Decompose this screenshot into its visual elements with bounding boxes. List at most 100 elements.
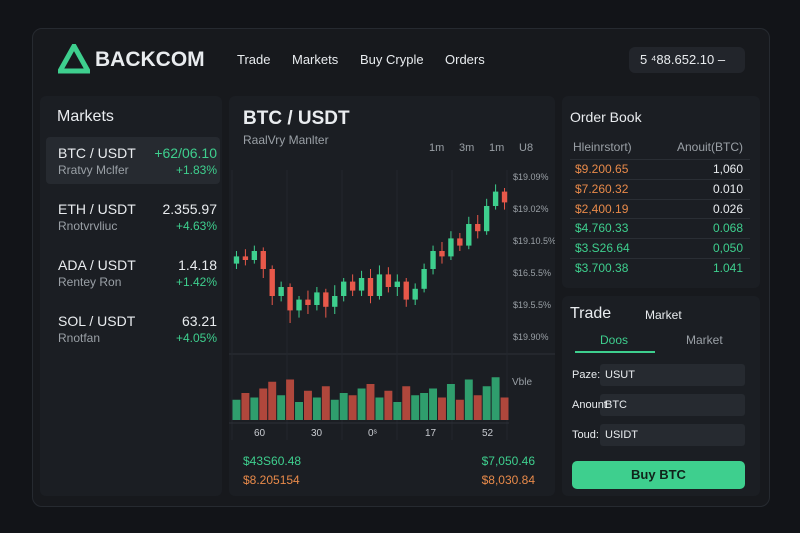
markets-title: Markets: [57, 108, 114, 125]
buy-button[interactable]: Buy BTC: [572, 461, 745, 489]
volume-bar: [339, 393, 348, 420]
candle-body: [349, 281, 356, 291]
candle-body: [466, 224, 472, 246]
timeframe: 1m: [429, 142, 444, 154]
timeframe: 1m: [489, 142, 504, 154]
candle-body: [287, 287, 293, 311]
ob-row-line: [570, 178, 750, 180]
volume-bar: [348, 395, 357, 420]
candle-body: [492, 191, 499, 206]
chart-footer: $43S60.48: [243, 454, 302, 468]
candle-chart: 1m 3m 1m U8 $19.09% $19.02% $19.10.5% $16.5.5% $…: [229, 142, 555, 440]
volume-bar: [420, 393, 429, 420]
field-value: USUT: [605, 369, 635, 381]
ob-amount: 0,050: [712, 241, 743, 256]
candle-body: [385, 274, 392, 287]
input-field[interactable]: [600, 364, 745, 386]
price: 1.4.18: [178, 257, 217, 273]
nav-item[interactable]: Markets: [292, 52, 339, 67]
ob-amount: 0.010: [712, 181, 743, 196]
volume-bar: [241, 393, 250, 420]
pair[interactable]: ADA / USDT: [58, 257, 136, 273]
trade-tab[interactable]: Market: [686, 333, 723, 347]
ob-header: Hleinrstort): [573, 140, 632, 154]
volume-label: Vble: [512, 377, 532, 388]
price-label: $19.90%: [513, 332, 549, 342]
price-label: $19.5.5%: [513, 300, 551, 310]
volume-bar: [259, 388, 268, 420]
change: +4.63%: [175, 219, 217, 233]
ob-amount: 0.026: [712, 201, 743, 216]
order-book-title: Order Book: [570, 109, 642, 125]
pair[interactable]: ETH / USDT: [58, 201, 136, 217]
chart-footer: $8,030.84: [481, 473, 535, 487]
ob-amount: 1,060: [712, 162, 743, 176]
candle-body: [260, 251, 266, 269]
volume-bar: [411, 395, 420, 420]
selected-row[interactable]: [46, 137, 220, 184]
order-book-panel: [562, 96, 760, 288]
timeframe: 3m: [459, 142, 474, 154]
volume-bar: [375, 397, 384, 420]
candle-body: [251, 251, 258, 260]
candle-body: [332, 296, 338, 307]
pair-sub: Rratvy Mclfer: [58, 163, 129, 177]
volume-bar: [446, 384, 455, 420]
candle-body: [269, 269, 275, 296]
nav-item[interactable]: Trade: [237, 52, 271, 67]
volume-bar: [286, 379, 295, 420]
ob-row-line: [570, 198, 750, 200]
nav-item[interactable]: Buy Cryple: [360, 52, 424, 67]
volume-bar: [393, 402, 402, 420]
ob-row-line: [570, 238, 750, 240]
trade-tab[interactable]: Doos: [600, 333, 629, 347]
chart-footer: $7,050.46: [481, 454, 535, 468]
chart-subtitle: RaalVry Manlter: [243, 133, 329, 147]
pair[interactable]: SOL / USDT: [58, 313, 136, 329]
price-label: $19.09%: [513, 172, 549, 182]
volume-bar: [482, 386, 491, 420]
volume-bar: [500, 397, 509, 420]
volume-bar: [429, 388, 438, 420]
ob-price: $2,400.19: [575, 201, 629, 216]
candle-body: [305, 299, 311, 305]
x-label: 17: [425, 428, 437, 439]
chart-title: BTC / USDT: [243, 108, 350, 129]
balance[interactable]: 5 ⁴88.652.10 –: [629, 47, 745, 73]
change: +1.42%: [175, 275, 217, 289]
candle-body: [483, 206, 490, 232]
ob-header: Anouit(BTC): [676, 140, 743, 154]
input-field[interactable]: [600, 394, 745, 416]
candle-body: [421, 269, 427, 289]
price-label: $19.10.5%: [513, 236, 555, 246]
logo: [58, 44, 90, 74]
input-field[interactable]: [600, 424, 745, 446]
volume-bar: [473, 395, 482, 420]
candle-body: [314, 292, 320, 305]
volume-bar: [330, 399, 339, 420]
candle-body: [457, 238, 463, 246]
price-label: $19.02%: [513, 204, 549, 214]
volume-bar: [438, 397, 446, 420]
ob-price: $3.700.38: [575, 261, 629, 275]
volume-bar: [321, 386, 330, 420]
volume-bar: [464, 379, 473, 420]
candle-body: [296, 299, 302, 311]
pair-sub: Rentey Ron: [58, 275, 122, 289]
volume-bar: [402, 386, 411, 420]
candle-body: [394, 281, 400, 287]
ob-amount: 0.068: [712, 221, 743, 236]
nav-item[interactable]: Orders: [445, 52, 485, 67]
ob-row-line: [570, 258, 750, 259]
candle-body: [412, 288, 418, 300]
price-label: $16.5.5%: [513, 268, 551, 278]
candle-body: [358, 278, 365, 291]
ob-price: $9.200.65: [575, 162, 629, 176]
pair[interactable]: BTC / USDT: [58, 145, 136, 161]
ob-price: $3.S26.64: [575, 241, 630, 256]
candle-body: [323, 292, 329, 307]
volume-bar: [366, 384, 375, 420]
volume-bar: [357, 388, 366, 420]
candle-body: [367, 278, 374, 296]
candle-body: [475, 224, 481, 232]
